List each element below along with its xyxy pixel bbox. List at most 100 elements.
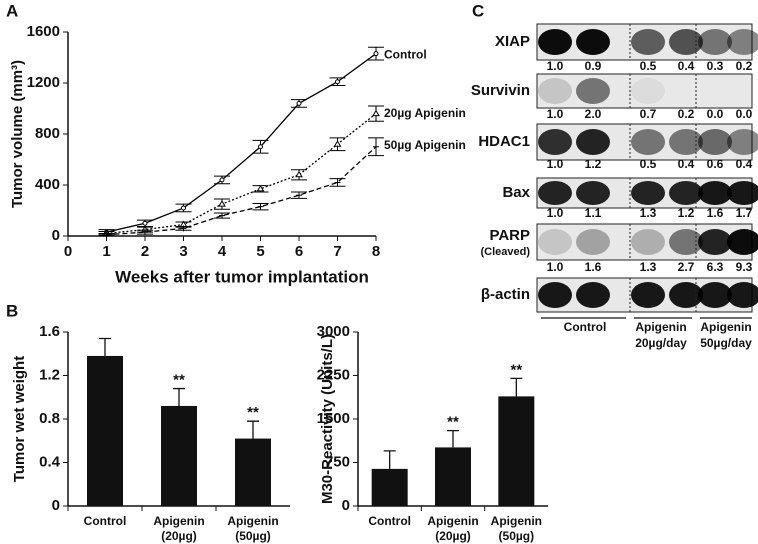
band-value: 1.0 [547, 206, 564, 220]
band-value: 1.3 [640, 206, 657, 220]
error-bar [447, 429, 459, 448]
band [698, 181, 732, 205]
protein-label: XIAP [495, 33, 530, 50]
band [698, 282, 732, 308]
error-bar [173, 387, 185, 406]
marker [218, 200, 226, 207]
band [698, 29, 732, 55]
y-axis-label: Tumor volume (mm³) [9, 60, 26, 208]
band [669, 181, 703, 205]
error-bar [247, 420, 259, 439]
marker [103, 231, 110, 238]
band-value: 0.2 [736, 59, 753, 73]
band-value: 0.6 [707, 157, 724, 171]
marker [257, 203, 264, 210]
protein-label: (Cleaved) [480, 246, 530, 258]
x-tick-label: Apigenin [427, 514, 478, 528]
series-label: 50µg Apigenin [384, 138, 466, 152]
bar [235, 438, 271, 506]
band-value: 1.0 [547, 59, 564, 73]
significance-label: ** [247, 404, 259, 421]
band-value: 1.0 [547, 107, 564, 121]
x-tick-label: Apigenin [491, 514, 542, 528]
x-tick-label: 8 [372, 243, 380, 260]
x-tick-label: (20µg) [161, 529, 197, 543]
band-value: 0.4 [736, 157, 753, 171]
band [538, 282, 572, 308]
bar [435, 447, 471, 506]
band-value: 2.0 [585, 107, 602, 121]
y-tick-label: 800 [35, 125, 60, 142]
band-value: 1.2 [585, 157, 602, 171]
significance-label: ** [510, 361, 522, 378]
x-tick-label: 6 [295, 243, 303, 260]
band [538, 129, 572, 155]
band-value: 0.4 [678, 59, 695, 73]
band [727, 229, 758, 255]
band [631, 282, 665, 308]
marker [142, 220, 148, 226]
band-value: 0.3 [707, 59, 724, 73]
significance-label: ** [447, 414, 459, 431]
y-tick-label: 0.8 [39, 410, 60, 427]
band-value: 0.5 [640, 59, 657, 73]
band [669, 29, 703, 55]
y-tick-label: 0 [52, 227, 60, 244]
y-tick-label: 3000 [317, 323, 350, 340]
band-value: 0.4 [678, 157, 695, 171]
x-axis-label: Weeks after tumor implantation [115, 267, 369, 286]
marker [256, 184, 265, 192]
protein-label: Bax [502, 184, 530, 201]
band [669, 229, 703, 255]
marker [296, 192, 302, 199]
x-tick-label: Control [368, 514, 411, 528]
x-tick-label: Apigenin [227, 514, 278, 528]
x-tick-label: 5 [256, 243, 264, 260]
marker [334, 179, 341, 186]
group-label: Control [564, 320, 607, 334]
y-tick-label: 0 [342, 497, 350, 514]
marker [295, 170, 303, 178]
band [669, 282, 703, 308]
y-tick-label: 400 [35, 176, 60, 193]
protein-label: HDAC1 [478, 133, 530, 150]
x-tick-label: 2 [141, 243, 149, 260]
band-value: 1.1 [585, 206, 602, 220]
panel-letter: A [6, 1, 18, 20]
band-value: 2.7 [678, 260, 695, 274]
marker [258, 144, 263, 150]
marker [373, 143, 379, 150]
band [576, 229, 610, 255]
x-tick-label: Apigenin [153, 514, 204, 528]
x-tick-label: 7 [333, 243, 341, 260]
band [698, 129, 732, 155]
error-bar [99, 337, 111, 356]
band-value: 0.0 [736, 107, 753, 121]
series-label: Control [384, 47, 427, 61]
y-axis-label: M30-Reactivity (Units/L) [319, 334, 336, 504]
band-value: 1.3 [640, 260, 657, 274]
band [576, 129, 610, 155]
y-tick-label: 0.4 [39, 453, 61, 470]
band [669, 129, 703, 155]
panel-letter: C [472, 1, 484, 20]
band [698, 229, 732, 255]
band [727, 129, 758, 155]
band-value: 1.6 [585, 260, 602, 274]
marker [219, 177, 225, 183]
band-value: 1.0 [547, 260, 564, 274]
band [727, 29, 758, 55]
band [727, 282, 758, 308]
marker [372, 109, 380, 117]
protein-label: Survivin [471, 82, 530, 99]
band [538, 29, 572, 55]
x-tick-label: (50µg) [499, 529, 535, 543]
x-tick-label: Control [84, 514, 127, 528]
band [538, 229, 572, 255]
group-label: Apigenin [700, 320, 751, 334]
marker [373, 51, 379, 57]
y-tick-label: 1600 [27, 23, 60, 40]
marker [181, 205, 186, 211]
band-value: 9.3 [736, 260, 753, 274]
